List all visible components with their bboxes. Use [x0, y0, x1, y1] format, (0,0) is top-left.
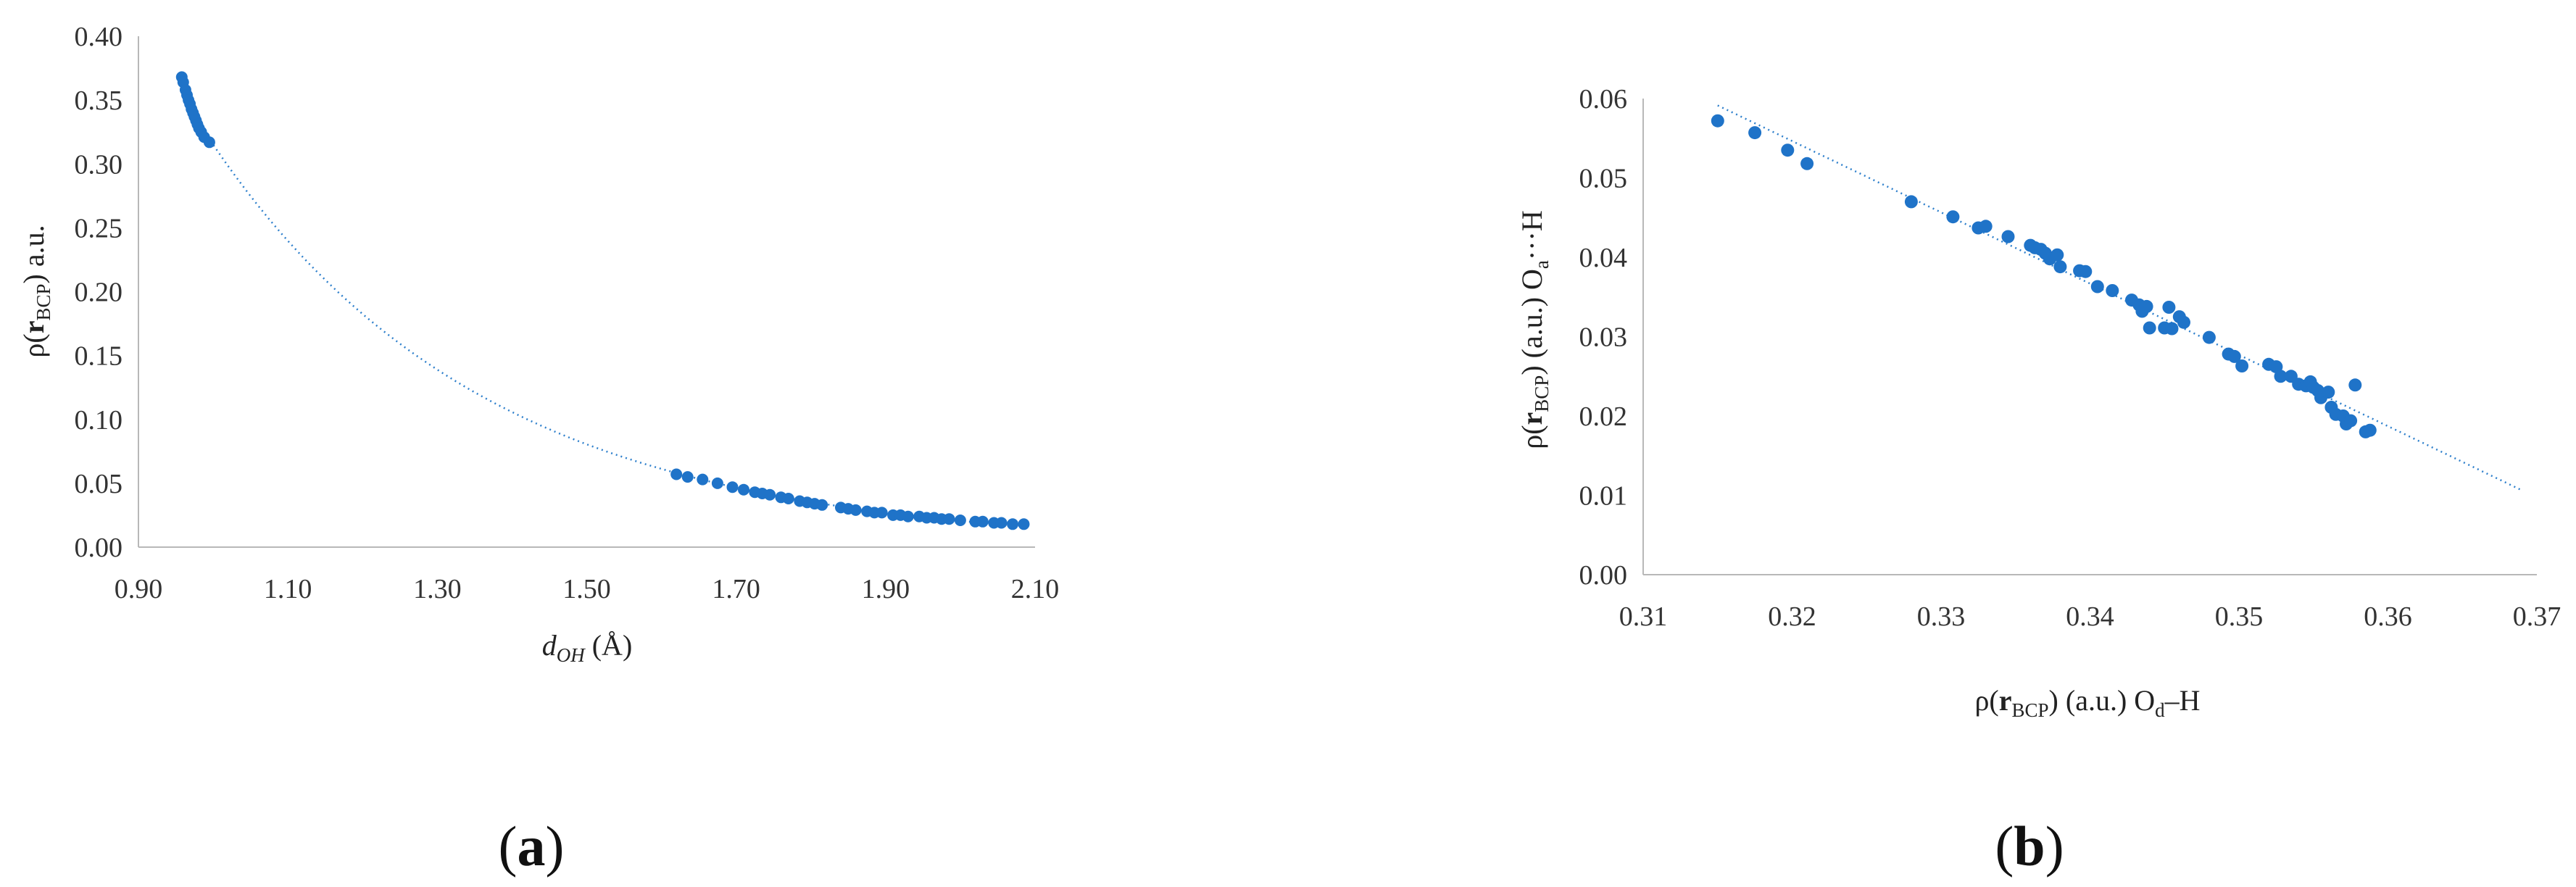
- panel-b-y-tick-label: 0.02: [1579, 401, 1628, 432]
- panel-a-y-tick-label: 0.05: [75, 469, 123, 499]
- panel-a-data-point: [1018, 518, 1030, 530]
- panel-b-y-tick-label: 0.05: [1579, 164, 1628, 194]
- panel-a-y-tick-label: 0.35: [75, 86, 123, 116]
- panel-b-trendline: [1717, 104, 2522, 491]
- panel-a-y-axis-title: ρ(rBCP) a.u.: [17, 225, 54, 357]
- panel-a-data-point: [816, 499, 828, 511]
- panel-b-x-tick-label: 0.37: [2513, 601, 2562, 632]
- panel-b-x-tick-label: 0.33: [1917, 601, 1966, 632]
- panel-b-data-points: [1711, 114, 2377, 438]
- panel-b-data-point: [2202, 330, 2216, 344]
- panel-b-data-point: [2227, 349, 2241, 363]
- panel-a-x-tick-label: 1.70: [712, 574, 760, 604]
- panel-a-x-tick-label: 2.10: [1011, 574, 1060, 604]
- panel-a-y-tick-label: 0.10: [75, 405, 123, 436]
- panel-b-data-point: [1979, 220, 1993, 233]
- panel-a-data-point: [764, 488, 776, 501]
- panel-a-data-point: [726, 481, 739, 494]
- panel-b-x-tick-label: 0.31: [1619, 601, 1668, 632]
- panel-b-data-point: [1946, 210, 1960, 224]
- panel-a-x-tick-label: 0.90: [115, 574, 163, 604]
- panel-b-x-tick-label: 0.32: [1768, 601, 1816, 632]
- panel-a-data-point: [711, 477, 723, 489]
- panel-b: 0.000.010.020.030.040.050.06 0.31 0.32 0.3…: [1516, 84, 2561, 878]
- panel-a-y-tick-label: 0.00: [75, 533, 123, 563]
- panel-b-y-tick-label: 0.01: [1579, 481, 1628, 512]
- panel-b-y-tick-label: 0.04: [1579, 243, 1628, 273]
- panel-b-x-axis-title: ρ(rBCP) (a.u.) Od–H: [1974, 684, 2200, 721]
- panel-a-y-tick-label: 0.15: [75, 341, 123, 372]
- panel-b-data-point: [1781, 143, 1795, 157]
- panel-a-data-point: [976, 515, 989, 528]
- panel-b-data-point: [2322, 386, 2335, 399]
- panel-a-y-tick-labels: 0.00 0.05 0.10 0.15 0.20 0.25 0.30 0.35 0.40: [75, 22, 123, 563]
- panel-a-x-tick-label: 1.10: [264, 574, 312, 604]
- panel-b-data-point: [2090, 280, 2104, 293]
- panel-a-y-tick-label: 0.25: [75, 213, 123, 243]
- panel-a-x-axis-title: dOH (Å): [542, 629, 633, 666]
- panel-a-data-point: [1007, 518, 1019, 530]
- panel-b-y-tick-label: 0.06: [1579, 84, 1628, 114]
- panel-a-x-tick-label: 1.50: [562, 574, 611, 604]
- panel-a-data-point: [849, 504, 862, 516]
- panel-b-y-tick-labels: 0.00 0.01 0.02 0.03 0.04 0.05 0.06: [1579, 84, 1628, 591]
- panel-a-data-point: [738, 483, 749, 496]
- panel-b-data-point: [2053, 260, 2067, 274]
- panel-a-trendline: [182, 97, 1028, 528]
- panel-b-label: (b): [1995, 815, 2064, 878]
- panel-b-data-point: [1711, 114, 1724, 128]
- panel-a-data-point: [902, 510, 914, 522]
- panel-a-data-point: [782, 493, 794, 504]
- panel-b-data-point: [1748, 126, 1762, 140]
- panel-a-data-point: [943, 513, 955, 525]
- panel-b-data-point: [1904, 195, 1918, 209]
- panel-a-x-tick-label: 1.90: [862, 574, 910, 604]
- panel-b-y-tick-label: 0.03: [1579, 322, 1628, 353]
- panel-b-y-axis-title: ρ(rBCP) (a.u.) Oa···H: [1516, 210, 1553, 449]
- panel-a-y-tick-label: 0.20: [75, 278, 123, 308]
- panel-b-x-tick-label: 0.35: [2215, 601, 2264, 632]
- panel-b-data-point: [2143, 321, 2156, 335]
- panel-a-y-tick-label: 0.30: [75, 149, 123, 180]
- panel-b-data-point: [2165, 322, 2179, 336]
- panel-b-data-point: [2051, 248, 2064, 262]
- panel-b-data-point: [2162, 301, 2176, 314]
- panel-a: 0.00 0.05 0.10 0.15 0.20 0.25 0.30 0.35 0.40 0.9…: [17, 22, 1059, 878]
- panel-b-data-point: [1800, 157, 1814, 170]
- panel-b-x-tick-label: 0.36: [2364, 601, 2412, 632]
- panel-a-label: (a): [499, 815, 565, 878]
- panel-a-data-point: [876, 507, 888, 519]
- panel-b-data-point: [2106, 284, 2119, 297]
- panel-b-data-point: [2140, 299, 2153, 313]
- panel-a-data-point: [697, 473, 709, 486]
- panel-b-data-point: [2001, 230, 2015, 243]
- panel-b-data-point: [2344, 414, 2358, 428]
- panel-a-data-point: [203, 136, 215, 149]
- panel-b-data-point: [2348, 378, 2362, 392]
- panel-a-data-point: [681, 471, 694, 483]
- panel-b-data-point: [2177, 315, 2190, 329]
- panel-a-y-tick-label: 0.40: [75, 22, 123, 52]
- panel-a-x-tick-label: 1.30: [413, 574, 462, 604]
- panel-b-data-point: [2079, 265, 2093, 278]
- panel-b-data-point: [2363, 423, 2377, 437]
- panel-a-x-tick-labels: 0.90 1.10 1.30 1.50 1.70 1.90 2.10: [115, 574, 1060, 604]
- panel-b-data-point: [2235, 359, 2249, 372]
- panel-a-data-points: [175, 71, 1030, 530]
- panel-a-data-point: [995, 517, 1007, 529]
- panel-b-data-point: [2274, 370, 2288, 383]
- panel-b-x-tick-label: 0.34: [2066, 601, 2114, 632]
- panel-a-data-point: [670, 468, 683, 480]
- panel-a-data-point: [954, 515, 966, 526]
- panel-b-x-tick-labels: 0.31 0.32 0.33 0.34 0.35 0.36 0.37: [1619, 601, 2562, 632]
- panel-b-y-tick-label: 0.00: [1579, 560, 1628, 591]
